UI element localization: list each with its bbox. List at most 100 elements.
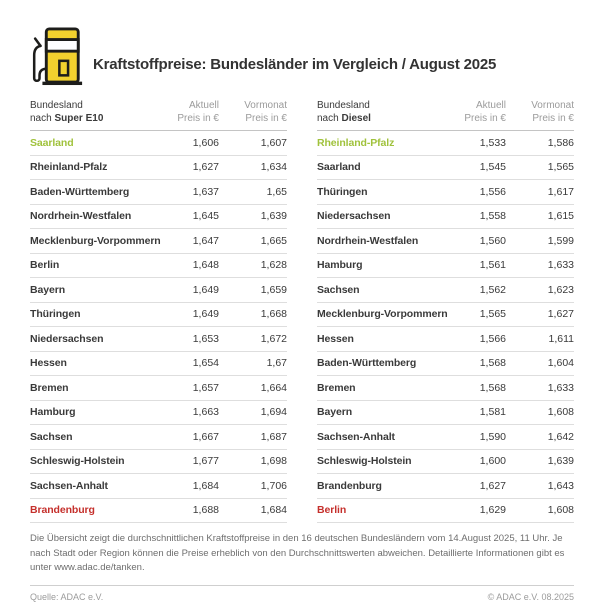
source-row: Quelle: ADAC e.V. © ADAC e.V. 08.2025 (30, 584, 574, 602)
state-name: Hessen (317, 332, 354, 345)
current-price: 1,565 (479, 308, 506, 321)
state-name: Schleswig-Holstein (30, 455, 125, 468)
table-row: Thüringen 1,649 1,668 (30, 303, 287, 327)
table-row: Hamburg 1,561 1,633 (317, 254, 574, 278)
state-name: Bremen (317, 381, 356, 394)
table-row: Schleswig-Holstein 1,677 1,698 (30, 450, 287, 474)
current-price: 1,637 (192, 185, 219, 198)
previous-price: 1,604 (547, 357, 574, 370)
current-price: 1,684 (192, 479, 219, 492)
state-name: Niedersachsen (30, 332, 104, 345)
previous-price: 1,639 (260, 210, 287, 223)
previous-price: 1,623 (547, 283, 574, 296)
previous-price: 1,615 (547, 210, 574, 223)
previous-price: 1,67 (266, 357, 287, 370)
state-name: Berlin (317, 504, 347, 517)
current-price: 1,649 (192, 308, 219, 321)
table-body: Saarland 1,606 1,607 Rheinland-Pfalz 1,627 1,… (30, 131, 287, 523)
table-header: Bundesland nach Diesel Aktuell Preis in … (317, 99, 574, 131)
previous-price: 1,694 (260, 406, 287, 419)
previous-price: 1,628 (260, 259, 287, 272)
table-body: Rheinland-Pfalz 1,533 1,586 Saarland 1,545 1,… (317, 131, 574, 523)
previous-price: 1,627 (547, 308, 574, 321)
previous-price: 1,565 (547, 161, 574, 174)
previous-price: 1,687 (260, 430, 287, 443)
previous-price: 1,633 (547, 259, 574, 272)
current-price: 1,590 (479, 430, 506, 443)
table-super-e10: Bundesland nach Super E10 Aktuell Preis … (30, 99, 287, 523)
current-price: 1,653 (192, 332, 219, 345)
current-price: 1,561 (479, 259, 506, 272)
table-row: Saarland 1,606 1,607 (30, 131, 287, 156)
previous-price: 1,634 (260, 161, 287, 174)
previous-price: 1,608 (547, 406, 574, 419)
current-price: 1,688 (192, 504, 219, 517)
fuel-pump-icon (27, 26, 83, 91)
table-row: Nordrhein-Westfalen 1,560 1,599 (317, 229, 574, 254)
state-name: Mecklenburg-Vorpommern (317, 308, 448, 321)
state-name: Brandenburg (30, 504, 95, 517)
current-price: 1,606 (192, 136, 219, 149)
previous-price: 1,608 (547, 504, 574, 517)
state-name: Rheinland-Pfalz (317, 136, 395, 149)
current-price: 1,568 (479, 357, 506, 370)
header: Kraftstoffpreise: Bundesländer im Vergle… (30, 26, 574, 90)
previous-price: 1,586 (547, 136, 574, 149)
state-name: Berlin (30, 259, 60, 272)
current-price: 1,568 (479, 381, 506, 394)
column-header-vormonat: Vormonat Preis in € (531, 100, 574, 124)
current-price: 1,562 (479, 283, 506, 296)
current-price: 1,667 (192, 430, 219, 443)
column-header-vormonat: Vormonat Preis in € (244, 100, 287, 124)
previous-price: 1,611 (548, 332, 575, 345)
table-header: Bundesland nach Super E10 Aktuell Preis … (30, 99, 287, 131)
footnote-text: Die Übersicht zeigt die durchschnittlich… (30, 533, 565, 573)
previous-price: 1,665 (260, 234, 287, 247)
current-price: 1,556 (479, 185, 506, 198)
table-row: Bayern 1,649 1,659 (30, 278, 287, 303)
previous-price: 1,668 (260, 308, 287, 321)
table-row: Sachsen-Anhalt 1,684 1,706 (30, 474, 287, 499)
column-header-aktuell: Aktuell Preis in € (464, 100, 506, 124)
table-row: Berlin 1,648 1,628 (30, 254, 287, 278)
current-price: 1,560 (479, 234, 506, 247)
table-diesel: Bundesland nach Diesel Aktuell Preis in … (317, 99, 574, 523)
column-header-bundesland: Bundesland nach Super E10 (30, 100, 104, 124)
state-name: Bayern (317, 406, 353, 419)
state-name: Nordrhein-Westfalen (317, 234, 419, 247)
current-price: 1,627 (192, 161, 219, 174)
current-price: 1,566 (479, 332, 506, 345)
column-header-aktuell: Aktuell Preis in € (177, 100, 219, 124)
current-price: 1,545 (479, 161, 506, 174)
previous-price: 1,664 (260, 381, 287, 394)
previous-price: 1,706 (260, 479, 287, 492)
previous-price: 1,659 (260, 283, 287, 296)
state-name: Nordrhein-Westfalen (30, 210, 132, 223)
previous-price: 1,698 (260, 455, 287, 468)
current-price: 1,533 (479, 136, 506, 149)
table-row: Brandenburg 1,688 1,684 (30, 499, 287, 523)
table-row: Bayern 1,581 1,608 (317, 401, 574, 425)
previous-price: 1,599 (547, 234, 574, 247)
fuel-type-label: Super E10 (54, 113, 104, 124)
state-name: Hessen (30, 357, 67, 370)
table-row: Bremen 1,568 1,633 (317, 376, 574, 401)
state-name: Mecklenburg-Vorpommern (30, 234, 161, 247)
state-name: Sachsen-Anhalt (30, 479, 108, 492)
current-price: 1,648 (192, 259, 219, 272)
table-row: Hamburg 1,663 1,694 (30, 401, 287, 425)
current-price: 1,677 (192, 455, 219, 468)
previous-price: 1,684 (260, 504, 287, 517)
table-row: Nordrhein-Westfalen 1,645 1,639 (30, 205, 287, 229)
table-row: Niedersachsen 1,558 1,615 (317, 205, 574, 229)
table-row: Schleswig-Holstein 1,600 1,639 (317, 450, 574, 474)
table-row: Hessen 1,654 1,67 (30, 352, 287, 376)
state-name: Thüringen (30, 308, 81, 321)
state-name: Bayern (30, 283, 66, 296)
source-text: Quelle: ADAC e.V. (30, 591, 104, 602)
table-row: Rheinland-Pfalz 1,533 1,586 (317, 131, 574, 156)
previous-price: 1,643 (547, 479, 574, 492)
fuel-type-label: Diesel (341, 113, 371, 124)
tables-container: Bundesland nach Super E10 Aktuell Preis … (30, 99, 574, 523)
